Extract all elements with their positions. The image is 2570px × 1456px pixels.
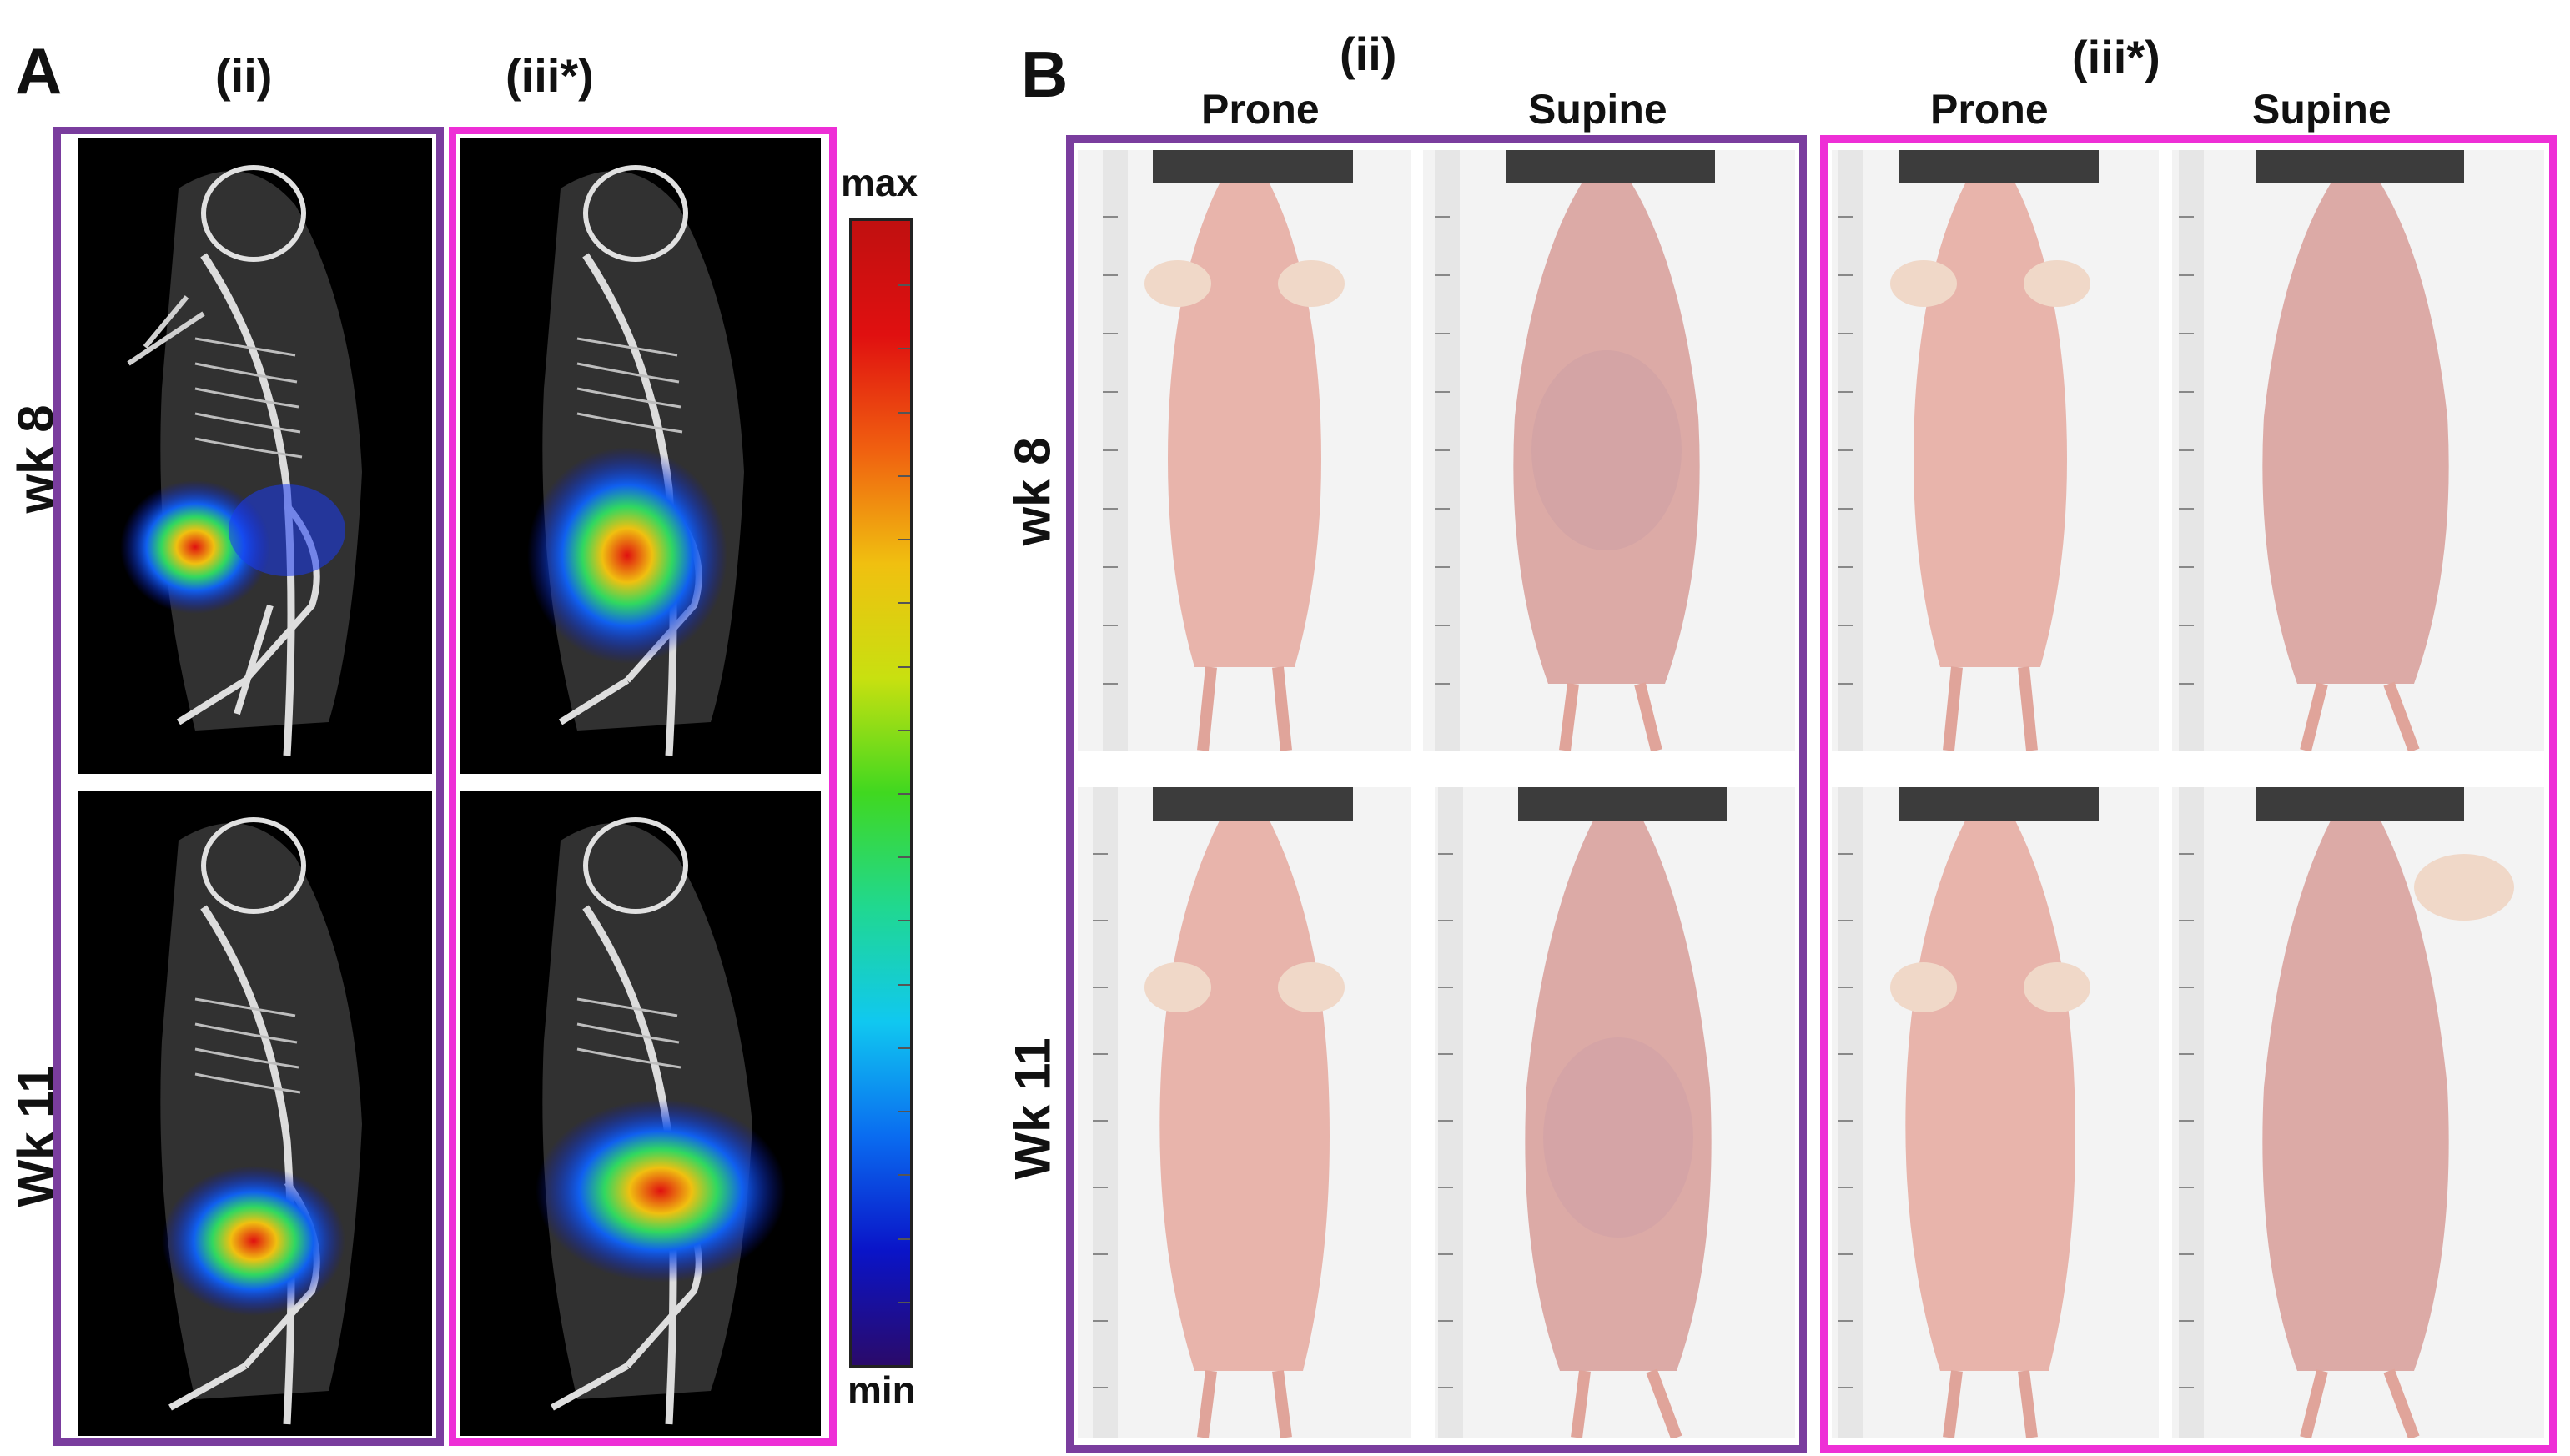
panel-a-letter: A [15, 34, 63, 108]
skeleton-scan-iii-wk11 [536, 817, 786, 1425]
skeleton-scan-ii-wk11 [160, 817, 362, 1425]
mouse-photo-ii-prone-wk8 [1078, 150, 1411, 751]
colorbar-tick [898, 1047, 910, 1049]
colorbar-tick [898, 856, 910, 859]
panel-b-letter: B [1021, 38, 1069, 111]
mouse-photo-ii-prone-wk11 [1078, 787, 1411, 1438]
colorbar-max-label: max [841, 161, 918, 204]
mouse-photo-drawing [1832, 787, 2159, 1438]
panel-b-group-iii-label: (iii*) [2072, 31, 2160, 83]
colorbar-tick [898, 729, 910, 731]
mouse-photo-drawing [1078, 150, 1411, 751]
skeleton-scan-ii-wk8 [120, 165, 362, 756]
colorbar-tick [898, 539, 910, 541]
colorbar-tick [898, 284, 910, 287]
mouse-photo-iii-prone-wk11 [1832, 787, 2159, 1438]
colorbar-tick [898, 793, 910, 795]
spect-ct-image-ii-wk8 [78, 138, 432, 774]
panel-a-group-ii-label: (ii) [215, 49, 273, 102]
mouse-photo-drawing [1078, 787, 1411, 1438]
colorbar-min-label: min [847, 1368, 916, 1412]
spect-ct-image-ii-wk11 [78, 791, 432, 1436]
colorbar-tick [898, 665, 910, 668]
panel-a-group-iii-frame [449, 127, 837, 1446]
panel-b-group-ii-label: (ii) [1340, 28, 1397, 80]
panel-b-iii-prone-label: Prone [1930, 86, 2049, 133]
mouse-photo-drawing [1832, 150, 2159, 751]
panel-a-group-iii-label: (iii*) [505, 49, 594, 102]
panel-a-group-ii-frame [53, 127, 444, 1446]
mouse-photo-drawing [1435, 787, 1795, 1438]
mouse-photo-ii-supine-wk11 [1435, 787, 1795, 1438]
spect-ct-image-iii-wk8 [460, 138, 821, 774]
mouse-photo-drawing [1423, 150, 1795, 751]
skeleton-scan-iii-wk8 [527, 165, 744, 756]
colorbar-tick [898, 983, 910, 986]
panel-b-row-wk8-label: wk 8 [1004, 437, 1061, 546]
spect-ct-image-iii-wk11 [460, 791, 821, 1436]
mouse-photo-drawing [2172, 787, 2544, 1438]
colorbar-tick [898, 1301, 910, 1303]
colorbar-tick [898, 411, 910, 414]
colorbar [849, 218, 913, 1368]
mouse-photo-drawing [2172, 150, 2544, 751]
mouse-photo-ii-supine-wk8 [1423, 150, 1795, 751]
colorbar-tick [898, 1111, 910, 1113]
panel-b-iii-supine-label: Supine [2252, 86, 2391, 133]
panel-b-row-wk11-label: Wk 11 [1004, 1037, 1061, 1180]
colorbar-tick [898, 1238, 910, 1240]
mouse-photo-iii-supine-wk11 [2172, 787, 2544, 1438]
colorbar-tick [898, 920, 910, 922]
colorbar-tick [898, 348, 910, 350]
panel-b-group-iii-frame [1820, 135, 2557, 1453]
mouse-photo-iii-supine-wk8 [2172, 150, 2544, 751]
colorbar-tick [898, 1174, 910, 1177]
panel-b-group-ii-frame [1066, 135, 1807, 1453]
mouse-photo-iii-prone-wk8 [1832, 150, 2159, 751]
colorbar-tick [898, 474, 910, 477]
panel-b-ii-prone-label: Prone [1201, 86, 1320, 133]
colorbar-tick [898, 602, 910, 605]
panel-b-ii-supine-label: Supine [1528, 86, 1667, 133]
